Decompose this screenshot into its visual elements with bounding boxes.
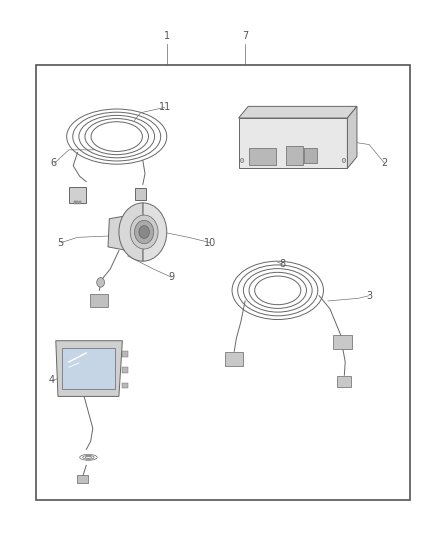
- FancyBboxPatch shape: [62, 348, 115, 389]
- Ellipse shape: [134, 220, 154, 244]
- Polygon shape: [108, 215, 130, 251]
- Ellipse shape: [240, 158, 244, 163]
- Wedge shape: [119, 203, 143, 261]
- Text: 2: 2: [381, 158, 388, 168]
- Wedge shape: [143, 203, 167, 261]
- Text: 4: 4: [48, 375, 54, 385]
- Bar: [239, 118, 347, 168]
- Text: 10: 10: [204, 238, 216, 248]
- Text: 5: 5: [57, 238, 63, 248]
- FancyBboxPatch shape: [304, 148, 318, 163]
- Bar: [79, 201, 81, 204]
- FancyBboxPatch shape: [135, 188, 146, 200]
- Bar: [36, 65, 410, 500]
- Bar: [122, 383, 127, 389]
- Text: 6: 6: [50, 158, 57, 168]
- Bar: [122, 351, 127, 357]
- Polygon shape: [239, 107, 357, 118]
- Ellipse shape: [342, 158, 346, 163]
- FancyBboxPatch shape: [77, 475, 88, 483]
- Polygon shape: [347, 107, 357, 168]
- FancyBboxPatch shape: [337, 376, 351, 387]
- Text: 7: 7: [242, 31, 248, 41]
- Bar: [76, 201, 78, 204]
- Ellipse shape: [139, 225, 149, 238]
- Polygon shape: [56, 341, 122, 397]
- Ellipse shape: [130, 215, 158, 249]
- Bar: [122, 367, 127, 373]
- Text: 3: 3: [366, 290, 372, 301]
- Text: 9: 9: [168, 272, 174, 282]
- FancyBboxPatch shape: [286, 146, 303, 165]
- Text: 1: 1: [164, 31, 170, 41]
- FancyBboxPatch shape: [90, 294, 108, 308]
- Ellipse shape: [97, 278, 105, 287]
- FancyBboxPatch shape: [69, 188, 86, 203]
- FancyBboxPatch shape: [249, 148, 276, 165]
- FancyBboxPatch shape: [333, 335, 352, 349]
- Bar: [74, 201, 76, 204]
- Text: 8: 8: [279, 259, 285, 269]
- Text: 11: 11: [159, 102, 171, 112]
- FancyBboxPatch shape: [225, 352, 244, 366]
